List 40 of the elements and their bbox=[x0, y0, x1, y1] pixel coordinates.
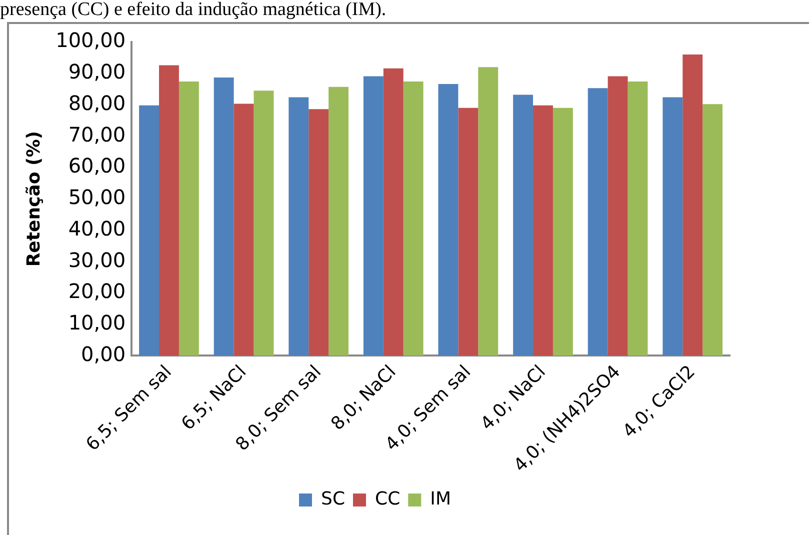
bar bbox=[682, 54, 703, 356]
bar bbox=[662, 97, 683, 356]
bar bbox=[513, 94, 534, 356]
y-tick-label: 20,00 bbox=[68, 279, 126, 304]
bar bbox=[254, 90, 274, 356]
bar bbox=[363, 76, 384, 356]
bar bbox=[478, 67, 498, 356]
y-tick-label: 70,00 bbox=[68, 122, 126, 146]
y-tick-label: 10,00 bbox=[68, 310, 126, 335]
bar bbox=[178, 82, 199, 356]
bar bbox=[159, 65, 179, 356]
legend-label: SC bbox=[321, 488, 346, 510]
bar bbox=[533, 105, 553, 356]
bar bbox=[328, 86, 349, 356]
y-tick-label: 40,00 bbox=[68, 216, 126, 240]
y-tick-label: 50,00 bbox=[68, 185, 126, 210]
bar bbox=[308, 109, 329, 356]
bar bbox=[139, 105, 160, 356]
y-tick-label: 0,00 bbox=[81, 342, 126, 366]
bar bbox=[608, 76, 628, 356]
bar bbox=[403, 82, 424, 356]
y-tick-label: 100,00 bbox=[56, 28, 126, 52]
y-tick-label: 60,00 bbox=[68, 154, 126, 178]
y-tick-label: 90,00 bbox=[68, 60, 126, 84]
bar bbox=[458, 108, 478, 356]
legend-label: IM bbox=[430, 488, 451, 510]
bar bbox=[588, 88, 608, 356]
y-tick-label: 30,00 bbox=[68, 248, 126, 272]
bar bbox=[438, 84, 458, 356]
y-tick-label: 80,00 bbox=[68, 90, 126, 115]
bar bbox=[552, 108, 573, 356]
y-axis-title: Retenção (%) bbox=[23, 131, 44, 267]
bar bbox=[234, 104, 254, 356]
bar bbox=[214, 77, 234, 356]
bar bbox=[383, 68, 404, 356]
chart-title: presença (CC) e efeito da indução magnética (IM). bbox=[0, 0, 386, 20]
bar bbox=[702, 104, 723, 356]
legend-label: CC bbox=[375, 488, 400, 510]
bar bbox=[628, 82, 648, 356]
bar bbox=[288, 97, 309, 356]
